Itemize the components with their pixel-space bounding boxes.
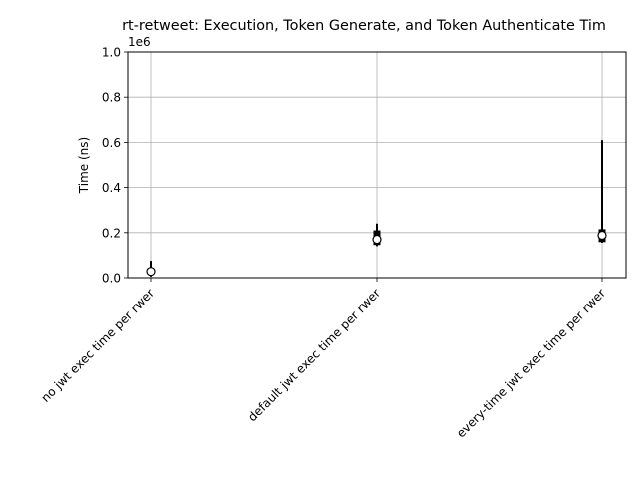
y-tick-label: 0.4 [102, 181, 121, 195]
mean-marker [372, 234, 382, 245]
y-tick-label: 0.0 [102, 272, 121, 286]
y-axis-label: Time (ns) [77, 137, 91, 194]
x-tick-label: no jwt exec time per rwer [38, 286, 157, 405]
y-tick-label: 0.2 [102, 226, 121, 240]
y-tick-label: 0.6 [102, 136, 121, 150]
x-tick-label: every-time jwt exec time per rwer [454, 286, 608, 440]
mean-marker [146, 267, 156, 277]
x-axis-ticks: no jwt exec time per rwer default jwt exe… [38, 278, 608, 440]
boxes [146, 140, 607, 277]
y-tick-label: 1.0 [102, 46, 121, 60]
y-offset-label: 1e6 [128, 35, 151, 49]
mean-marker [597, 230, 607, 241]
x-tick-label: default jwt exec time per rwer [245, 286, 383, 424]
y-tick-label: 0.8 [102, 91, 121, 105]
chart-title: rt-retweet: Execution, Token Generate, a… [122, 18, 606, 34]
y-axis-ticks: 0.0 0.2 0.4 0.6 0.8 1.0 [102, 46, 128, 286]
